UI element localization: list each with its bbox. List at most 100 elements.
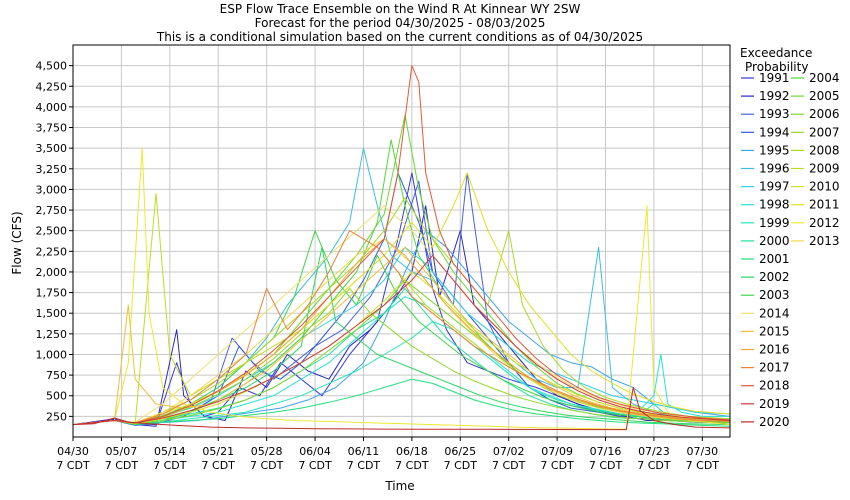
x-tick-sublabel: 7 CDT: [202, 459, 236, 472]
legend-label-2020: 2020: [759, 415, 790, 429]
x-tick-label: 06/25: [444, 445, 476, 458]
x-tick-label: 07/16: [590, 445, 622, 458]
y-tick-label: 1,250: [36, 328, 68, 341]
x-tick-label: 06/11: [348, 445, 380, 458]
legend-label-1996: 1996: [759, 162, 790, 176]
x-tick-label: 06/04: [299, 445, 331, 458]
y-tick-label: 4,500: [36, 60, 68, 73]
legend-label-2016: 2016: [759, 343, 790, 357]
x-tick-label: 04/30: [57, 445, 89, 458]
legend-label-2006: 2006: [809, 107, 840, 121]
series-line-2012: [72, 147, 731, 430]
y-tick-label: 2,250: [36, 245, 68, 258]
x-tick-sublabel: 7 CDT: [686, 459, 720, 472]
series-line-2017: [72, 230, 731, 426]
legend-label-2012: 2012: [809, 216, 840, 230]
x-tick-label: 07/02: [493, 445, 525, 458]
series-line-2009: [72, 193, 731, 426]
x-axis-title: Time: [384, 479, 414, 493]
y-tick-label: 250: [46, 410, 67, 423]
series-lines: [72, 65, 731, 431]
x-tick-sublabel: 7 CDT: [540, 459, 574, 472]
legend-title-line-2: Probability: [745, 60, 808, 74]
series-line-2003: [72, 230, 731, 426]
y-tick-label: 2,000: [36, 266, 68, 279]
legend-label-1998: 1998: [759, 198, 790, 212]
x-tick-label: 07/30: [686, 445, 718, 458]
x-tick-label: 06/18: [396, 445, 428, 458]
y-tick-label: 500: [46, 390, 67, 403]
x-tick-sublabel: 7 CDT: [56, 459, 90, 472]
x-tick-sublabel: 7 CDT: [589, 459, 623, 472]
series-line-1995: [72, 230, 731, 426]
x-tick-sublabel: 7 CDT: [250, 459, 284, 472]
x-tick-label: 05/07: [106, 445, 138, 458]
plot-area: [72, 44, 731, 438]
y-tick-label: 1,750: [36, 287, 68, 300]
legend-label-2013: 2013: [809, 234, 840, 248]
x-tick-sublabel: 7 CDT: [105, 459, 139, 472]
legend-label-2015: 2015: [759, 324, 790, 338]
title-line-3: This is a conditional simulation based o…: [156, 30, 643, 44]
x-tick-sublabel: 7 CDT: [153, 459, 187, 472]
plot-background: [72, 44, 731, 438]
legend-label-2018: 2018: [759, 379, 790, 393]
x-tick-sublabel: 7 CDT: [444, 459, 478, 472]
y-tick-label: 4,000: [36, 101, 68, 114]
y-tick-label: 1,000: [36, 348, 68, 361]
legend-label-1994: 1994: [759, 125, 790, 139]
legend-title-line-1: Exceedance: [740, 46, 812, 60]
y-tick-label: 3,250: [36, 163, 68, 176]
x-tick-label: 05/14: [154, 445, 186, 458]
series-line-2020: [72, 387, 731, 431]
series-line-1997: [72, 246, 731, 426]
y-tick-label: 3,750: [36, 122, 68, 135]
x-tick-label: 07/09: [541, 445, 573, 458]
x-tick-sublabel: 7 CDT: [492, 459, 526, 472]
y-tick-label: 750: [46, 369, 67, 382]
x-tick-sublabel: 7 CDT: [347, 459, 381, 472]
legend-label-2001: 2001: [759, 252, 790, 266]
legend-label-1999: 1999: [759, 216, 790, 230]
legend-label-2003: 2003: [759, 288, 790, 302]
legend-label-1997: 1997: [759, 180, 790, 194]
title-line-2: Forecast for the period 04/30/2025 - 08/…: [255, 16, 546, 30]
legend-label-2017: 2017: [759, 361, 790, 375]
y-tick-label: 1,500: [36, 307, 68, 320]
y-tick-label: 3,000: [36, 183, 68, 196]
y-tick-label: 2,750: [36, 204, 68, 217]
legend-label-1993: 1993: [759, 107, 790, 121]
series-line-2018: [72, 65, 731, 426]
series-line-2011: [72, 172, 731, 426]
legend-label-2007: 2007: [809, 125, 840, 139]
y-tick-label: 4,250: [36, 80, 68, 93]
x-tick-label: 07/23: [638, 445, 670, 458]
legend-label-1992: 1992: [759, 89, 790, 103]
series-line-2015: [72, 246, 731, 426]
y-tick-label: 3,500: [36, 142, 68, 155]
legend-label-2009: 2009: [809, 162, 840, 176]
plot-frame: [72, 44, 731, 438]
chart-title: ESP Flow Trace Ensemble on the Wind R At…: [156, 2, 643, 44]
series-line-2001: [72, 378, 731, 427]
legend-label-1991: 1991: [759, 71, 790, 85]
legend-label-2002: 2002: [759, 270, 790, 284]
x-tick-label: 05/28: [251, 445, 283, 458]
y-axis: 250 500 750 1,000 1,250 1,500 1,750 2,000 2,250 2…: [36, 60, 73, 423]
series-line-2008: [72, 197, 731, 426]
legend-label-2010: 2010: [809, 180, 840, 194]
series-line-2000: [72, 288, 731, 426]
series-line-1999: [72, 321, 731, 426]
title-line-1: ESP Flow Trace Ensemble on the Wind R At…: [220, 2, 581, 16]
legend-label-2019: 2019: [759, 397, 790, 411]
legend-label-2000: 2000: [759, 234, 790, 248]
legend-label-2004: 2004: [809, 71, 840, 85]
series-line-2007: [72, 288, 731, 426]
legend-label-1995: 1995: [759, 143, 790, 157]
y-axis-title: Flow (CFS): [10, 211, 24, 274]
x-tick-sublabel: 7 CDT: [395, 459, 429, 472]
legend: Exceedance Probability 1991 1992 1993 1994 1…: [740, 46, 840, 429]
y-tick-label: 2,500: [36, 225, 68, 238]
